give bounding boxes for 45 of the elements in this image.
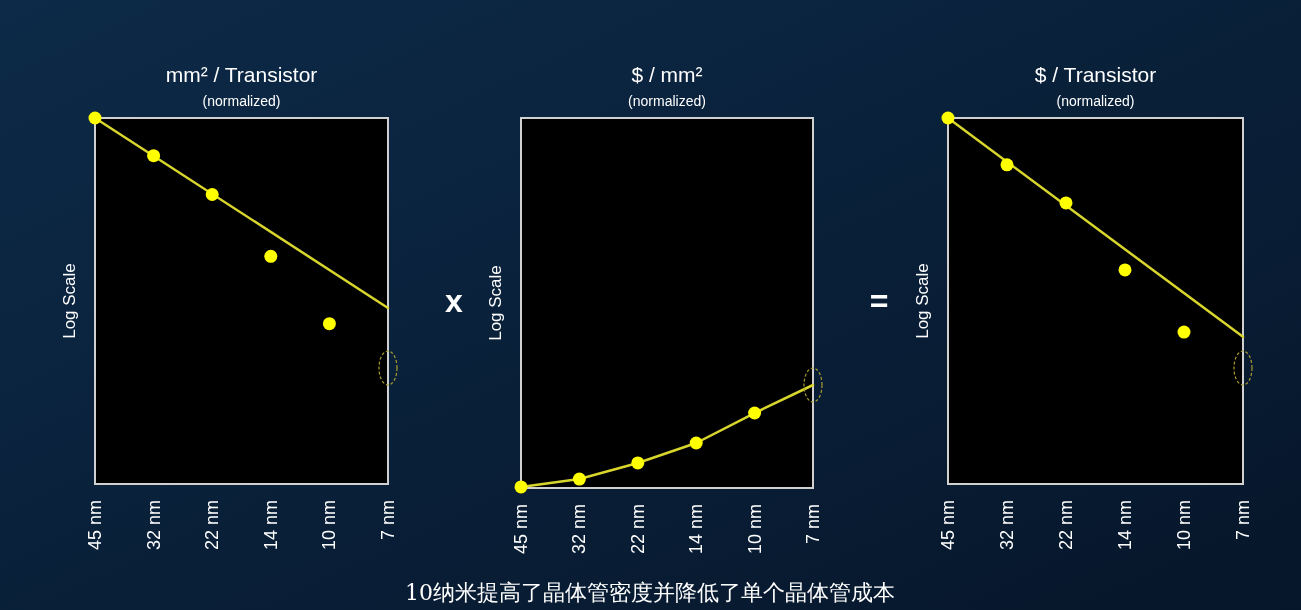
point [1177,325,1191,339]
point [88,111,102,125]
x-tick-label: 45 nm [85,500,105,551]
point [322,317,336,331]
x-tick-label: 22 nm [202,500,223,551]
y-axis-title: Log Scale [60,263,79,339]
chart-title: $ / Transistor [1034,63,1157,86]
point [514,480,528,494]
text: x [445,283,464,319]
point [1059,196,1073,210]
x-tick-label: 45 nm [938,500,958,551]
x-tick-label: 32 nm [569,504,590,555]
x-tick-label: 14 nm [260,500,281,551]
x-tick-label: 7 nm [1233,500,1253,541]
chart-title: $ / mm² [631,63,703,86]
y-axis-title: Log Scale [486,265,505,341]
point [748,406,762,420]
point [264,249,278,263]
x-tick-label: 10 nm [1174,500,1194,551]
x-tick-label: 32 nm [143,500,164,551]
x-tick-label: 7 nm [803,504,823,545]
x-tick-label: 7 nm [378,500,398,541]
point [205,187,219,201]
point [572,472,586,486]
text: 10纳米提高了晶体管密度并降低了单个晶体管成本 [405,580,895,605]
x-tick-label: 14 nm [1115,500,1135,551]
point [1000,158,1014,172]
point [689,436,703,450]
point [147,149,161,163]
y-axis-title: Log Scale [913,263,932,339]
x-tick-label: 32 nm [997,500,1017,551]
point [1118,263,1132,277]
point [631,456,645,470]
x-tick-label: 45 nm [511,504,531,555]
x-tick-label: 10 nm [319,500,340,551]
chart-subtitle: (normalized) [1056,93,1135,109]
chart-subtitle: (normalized) [202,93,281,109]
x-tick-label: 14 nm [686,504,707,555]
text: = [869,283,889,319]
chart-subtitle: (normalized) [628,93,706,109]
x-tick-label: 10 nm [744,504,765,555]
x-tick-label: 22 nm [627,504,648,555]
chart-title: mm² / Transistor [165,63,318,86]
x-tick-label: 22 nm [1056,500,1076,551]
point [941,111,955,125]
